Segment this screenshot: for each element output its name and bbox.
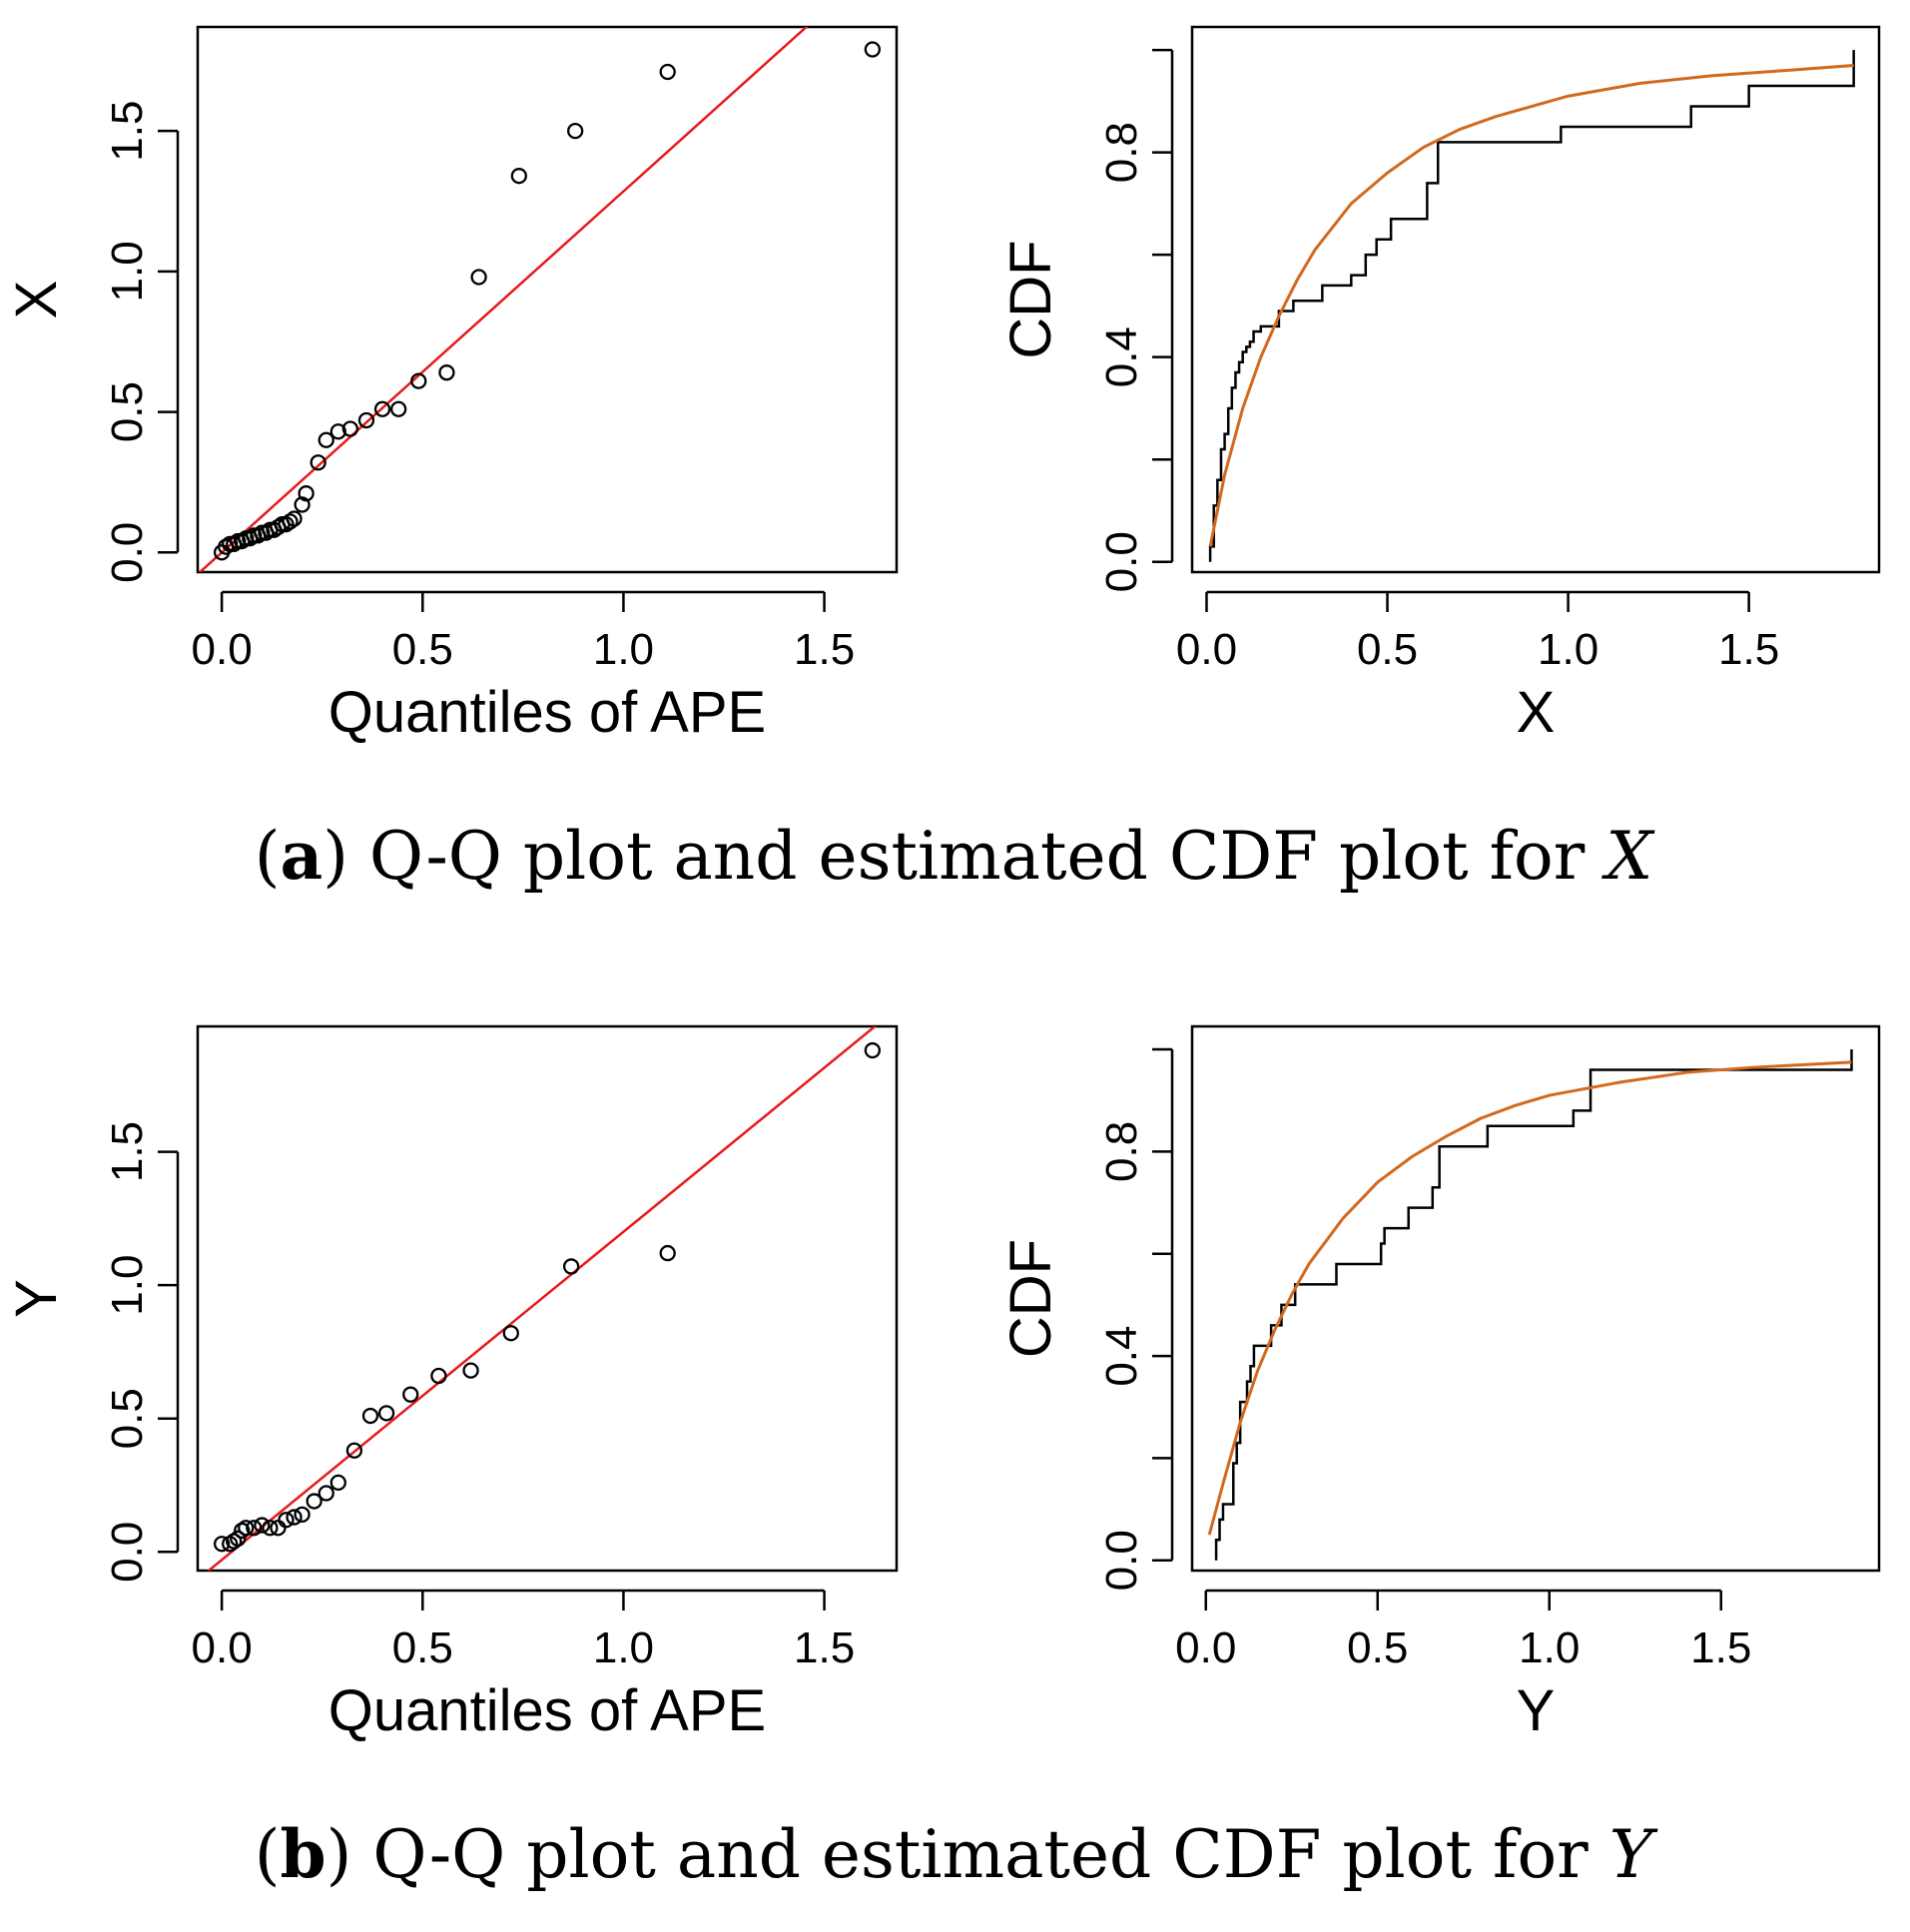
cdf-y-x-tick-label: 0.0 [1175, 1623, 1236, 1672]
qq-y-data-point [318, 1485, 334, 1502]
qq-y-data-point [430, 1367, 447, 1385]
qq-x-data-point [510, 168, 527, 185]
qq-y-data-point [254, 1517, 271, 1534]
cdf-x-y-tick-label: 0.8 [1097, 122, 1146, 183]
qq-y-y-tick-label: 1.5 [103, 1121, 152, 1182]
qq-y-frame [196, 1024, 899, 1573]
cdf-plot-x: 0.0 0.5 1.0 1.5 0.0 0.4 0.8 X CDF [998, 25, 1881, 745]
cdf-y-x-tick-label: 0.5 [1347, 1623, 1408, 1672]
cdf-x-fitted-cdf-curve [1208, 63, 1854, 547]
qq-x-data-point [438, 364, 455, 381]
qq-x-data-point [373, 400, 391, 417]
qq-x-data-point [318, 431, 334, 448]
qq-x-frame [196, 25, 899, 574]
cdf-y-y-tick-label: 0.4 [1097, 1325, 1146, 1386]
qq-y-data-point [329, 1474, 346, 1491]
qq-x-y-tick-label: 0.0 [103, 522, 152, 583]
qq-x-plot-area [198, 27, 882, 572]
cdf-y-empirical-cdf-step [1214, 1049, 1853, 1561]
qq-y-plot-area [207, 1026, 882, 1571]
cdf-x-x-tick-label: 0.0 [1176, 625, 1237, 674]
qq-x-data-point [286, 510, 303, 527]
qq-x-x-tick-label: 1.0 [593, 625, 654, 674]
qq-x-y-tick-label: 0.5 [103, 381, 152, 442]
qq-x-data-point [329, 423, 346, 440]
qq-y-data-point [361, 1407, 379, 1425]
qq-y-data-point [294, 1506, 311, 1524]
qq-x-y-tick-label: 1.5 [103, 101, 152, 162]
qq-y-data-point [345, 1442, 363, 1459]
cdf-x-y-tick-label: 0.0 [1097, 531, 1146, 592]
qq-y-data-point [246, 1520, 263, 1537]
qq-x-data-point [357, 411, 375, 429]
cdf-x-x-axis-title: X [1517, 680, 1556, 745]
qq-x-data-point [567, 122, 584, 140]
qq-y-y-tick-label: 0.0 [103, 1522, 152, 1583]
qq-y-data-point [238, 1520, 255, 1537]
qq-y-reference-line [207, 1026, 878, 1571]
cdf-y-y-tick-label: 0.0 [1097, 1530, 1146, 1591]
qq-x-y-tick-label: 1.0 [103, 241, 152, 302]
qq-x-data-point [310, 454, 326, 471]
qq-y-data-point [864, 1041, 882, 1059]
cdf-plot-y: 0.0 0.5 1.0 1.5 0.0 0.4 0.8 Y CDF [998, 1024, 1881, 1743]
qq-y-data-point [213, 1536, 231, 1553]
qq-x-x-tick-label: 1.5 [794, 625, 855, 674]
cdf-y-y-tick-label: 0.8 [1097, 1121, 1146, 1182]
qq-x-data-point [278, 516, 295, 533]
cdf-x-x-tick-label: 0.5 [1357, 625, 1418, 674]
caption-a: (a) Q-Q plot and estimated CDF plot for … [255, 817, 1656, 895]
qq-y-data-point [562, 1258, 580, 1275]
cdf-x-empirical-cdf-step [1208, 50, 1855, 562]
cdf-y-frame [1190, 1024, 1881, 1573]
qq-y-x-tick-label: 0.0 [192, 1623, 253, 1672]
qq-x-x-axis-title: Quantiles of APE [328, 680, 766, 745]
qq-plot-x: 0.0 0.5 1.0 1.5 0.0 0.5 1.0 1.5 Quantiles of APE… [4, 25, 899, 745]
qq-x-x-tick-label: 0.0 [192, 625, 253, 674]
qq-y-y-axis-title: Y [4, 1279, 69, 1318]
qq-y-x-tick-label: 1.5 [794, 1623, 855, 1672]
qq-y-data-point [502, 1325, 519, 1342]
qq-y-data-point [278, 1512, 295, 1529]
qq-y-data-point [306, 1493, 322, 1510]
cdf-y-y-axis-title: CDF [998, 1239, 1063, 1358]
qq-y-x-tick-label: 0.5 [392, 1623, 453, 1672]
qq-x-x-tick-label: 0.5 [392, 625, 453, 674]
qq-x-data-point [389, 400, 407, 417]
qq-y-data-point [462, 1362, 479, 1379]
cdf-y-x-tick-label: 1.0 [1519, 1623, 1580, 1672]
qq-x-data-point [298, 485, 315, 502]
qq-x-data-point [410, 372, 427, 389]
cdf-y-plot-area [1207, 1049, 1853, 1561]
cdf-x-x-tick-label: 1.5 [1718, 625, 1779, 674]
qq-x-data-point [864, 41, 882, 58]
qq-x-data-point [341, 420, 359, 437]
qq-y-y-tick-label: 0.5 [103, 1388, 152, 1449]
qq-y-data-point [262, 1520, 279, 1537]
qq-y-x-tick-label: 1.0 [593, 1623, 654, 1672]
caption-b: (b) Q-Q plot and estimated CDF plot for … [255, 1815, 1658, 1893]
cdf-y-x-axis-title: Y [1517, 1678, 1556, 1743]
qq-plot-y: 0.0 0.5 1.0 1.5 0.0 0.5 1.0 1.5 Quantiles of APE… [4, 1024, 899, 1743]
cdf-x-y-tick-label: 0.4 [1097, 326, 1146, 387]
qq-y-data-point [230, 1530, 247, 1548]
cdf-x-plot-area [1208, 50, 1855, 562]
qq-x-y-axis-title: X [4, 281, 69, 320]
qq-x-data-point [470, 269, 487, 286]
qq-x-data-point [282, 513, 299, 530]
cdf-y-fitted-cdf-curve [1207, 1060, 1852, 1536]
qq-y-data-point [659, 1244, 676, 1262]
cdf-x-x-tick-label: 1.0 [1538, 625, 1598, 674]
qq-y-data-point [402, 1386, 419, 1403]
cdf-y-x-tick-label: 1.5 [1690, 1623, 1751, 1672]
qq-y-x-axis-title: Quantiles of APE [328, 1678, 766, 1743]
qq-x-data-point [659, 63, 676, 81]
cdf-x-y-axis-title: CDF [998, 240, 1063, 358]
qq-y-data-point [286, 1509, 303, 1526]
qq-y-data-point [377, 1405, 395, 1422]
qq-y-y-tick-label: 1.0 [103, 1255, 152, 1316]
cdf-x-frame [1190, 25, 1881, 574]
